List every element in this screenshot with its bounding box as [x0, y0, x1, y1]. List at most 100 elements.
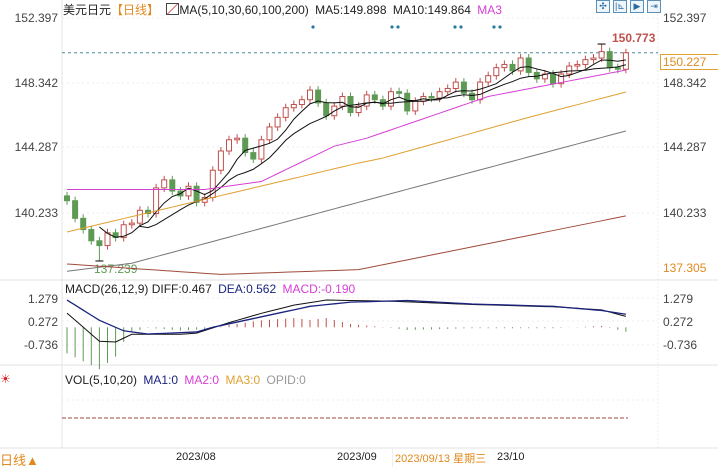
price-tick-right: 148.342 [663, 76, 707, 90]
price-tick-left: 144.287 [14, 140, 58, 154]
candle-up [153, 187, 160, 215]
ma200-line [66, 215, 626, 275]
candle-up [120, 224, 127, 239]
candle-down [396, 91, 403, 94]
period-toggle-button[interactable]: 日线▲ [0, 453, 39, 468]
macd-tick-right: 1.279 [663, 292, 694, 306]
candle-down [250, 152, 257, 160]
candle-up [582, 59, 589, 65]
candle-down [550, 73, 556, 85]
time-label-clipped: 23/10 [497, 451, 525, 463]
candle-up [234, 137, 241, 141]
period-label: 【日线】 [111, 3, 160, 17]
candle-down [72, 200, 79, 219]
macd-dea-line [66, 299, 626, 335]
event-marker [492, 25, 496, 29]
candle-up [290, 104, 297, 109]
macd-tick-left: 1.279 [27, 292, 58, 306]
candle-up [485, 75, 492, 83]
candle-up [444, 87, 451, 93]
candle-up [574, 63, 581, 67]
candle-up [412, 100, 419, 112]
candle-up [558, 73, 565, 85]
crosshair-icon[interactable]: ✣ [596, 0, 610, 13]
vol-opid: OPID:0 [266, 373, 306, 387]
vol-ma1: MA1:0 [143, 373, 179, 387]
high-price-label: 150.773 [612, 31, 656, 45]
macd-dea: DEA:0.562 [218, 282, 277, 296]
price-tick-right: 140.233 [663, 206, 707, 220]
candle-up [128, 222, 135, 226]
candle-down [614, 67, 621, 70]
event-marker [390, 25, 394, 29]
candle-down [525, 57, 532, 73]
candle-up [307, 89, 313, 101]
candle-up [339, 95, 346, 107]
candle-down [315, 89, 322, 104]
ma60-line [66, 91, 627, 233]
candle-up [501, 63, 508, 69]
vol-title: VOL(5,10,20) [65, 373, 138, 387]
candle-up [185, 185, 192, 197]
candle-up [598, 51, 605, 59]
price-tick-left: 152.397 [14, 11, 58, 25]
candle-down [347, 95, 354, 114]
candle-down [371, 94, 378, 101]
candle-up [517, 57, 524, 72]
ma100-line [66, 130, 627, 272]
candle-up [161, 179, 168, 189]
candle-up [355, 105, 362, 114]
cursor-date-label: 2023/09/13 星期三 [392, 449, 489, 467]
indicator-settings-icon[interactable]: ☀ [0, 372, 11, 386]
candle-down [469, 92, 475, 101]
vol-ma3: MA3:0 [225, 373, 261, 387]
price-tick-right: 152.397 [663, 11, 707, 25]
candle-up [493, 67, 500, 77]
event-marker [311, 25, 315, 29]
price-tick-right: 137.305 [663, 261, 707, 275]
candle-up [452, 81, 459, 89]
candle-up [226, 139, 232, 152]
macd-tick-right: 0.272 [663, 315, 694, 329]
candle-down [88, 229, 95, 242]
candle-up [590, 57, 597, 61]
event-marker [459, 25, 463, 29]
candle-up [298, 99, 305, 106]
time-label: 2023/09 [337, 451, 377, 463]
current-price-badge: 150.227 [660, 54, 718, 70]
candle-up [622, 52, 629, 70]
candle-down [606, 51, 613, 69]
ma10-value: MA10:149.864 [392, 3, 471, 17]
ma-label: MA(5,10,30,60,100,200) [179, 3, 309, 17]
candle-up [217, 150, 224, 171]
candle-down [428, 95, 435, 99]
macd-tick-right: -0.736 [663, 338, 698, 352]
event-marker [396, 25, 400, 29]
macd-value: MACD:-0.190 [282, 282, 356, 296]
ma-settings-icon[interactable] [166, 3, 180, 15]
symbol-name: 美元日元 [63, 3, 112, 17]
price-tick-left: 148.342 [14, 76, 58, 90]
candle-up [282, 107, 289, 118]
candle-up [566, 65, 573, 75]
candle-down [64, 195, 70, 202]
candle-down [460, 81, 467, 94]
macd-legend: MACD(26,12,9) DIFF:0.467 DEA:0.562 MACD:… [65, 282, 355, 296]
ma30-line [67, 69, 626, 190]
macd-tick-left: -0.736 [23, 338, 58, 352]
candle-down [323, 102, 330, 117]
chart-start-icon[interactable]: |⊾ [613, 0, 627, 13]
candle-down [80, 217, 87, 231]
candle-up [266, 126, 273, 141]
exit-icon[interactable]: ⇥ [647, 0, 661, 13]
candle-up [104, 232, 111, 247]
macd-diff: DIFF:0.467 [151, 282, 212, 296]
time-label: 2023/08 [176, 451, 216, 463]
play-icon[interactable]: ▶ [630, 0, 644, 13]
candle-up [136, 209, 143, 224]
ma5-value: MA5:149.898 [315, 3, 387, 17]
ma10-line [139, 64, 627, 229]
chart-header: 美元日元【日线】 MA(5,10,30,60,100,200) MA5:149.… [63, 1, 502, 18]
candle-up [436, 91, 443, 99]
macd-tick-left: 0.272 [27, 315, 58, 329]
